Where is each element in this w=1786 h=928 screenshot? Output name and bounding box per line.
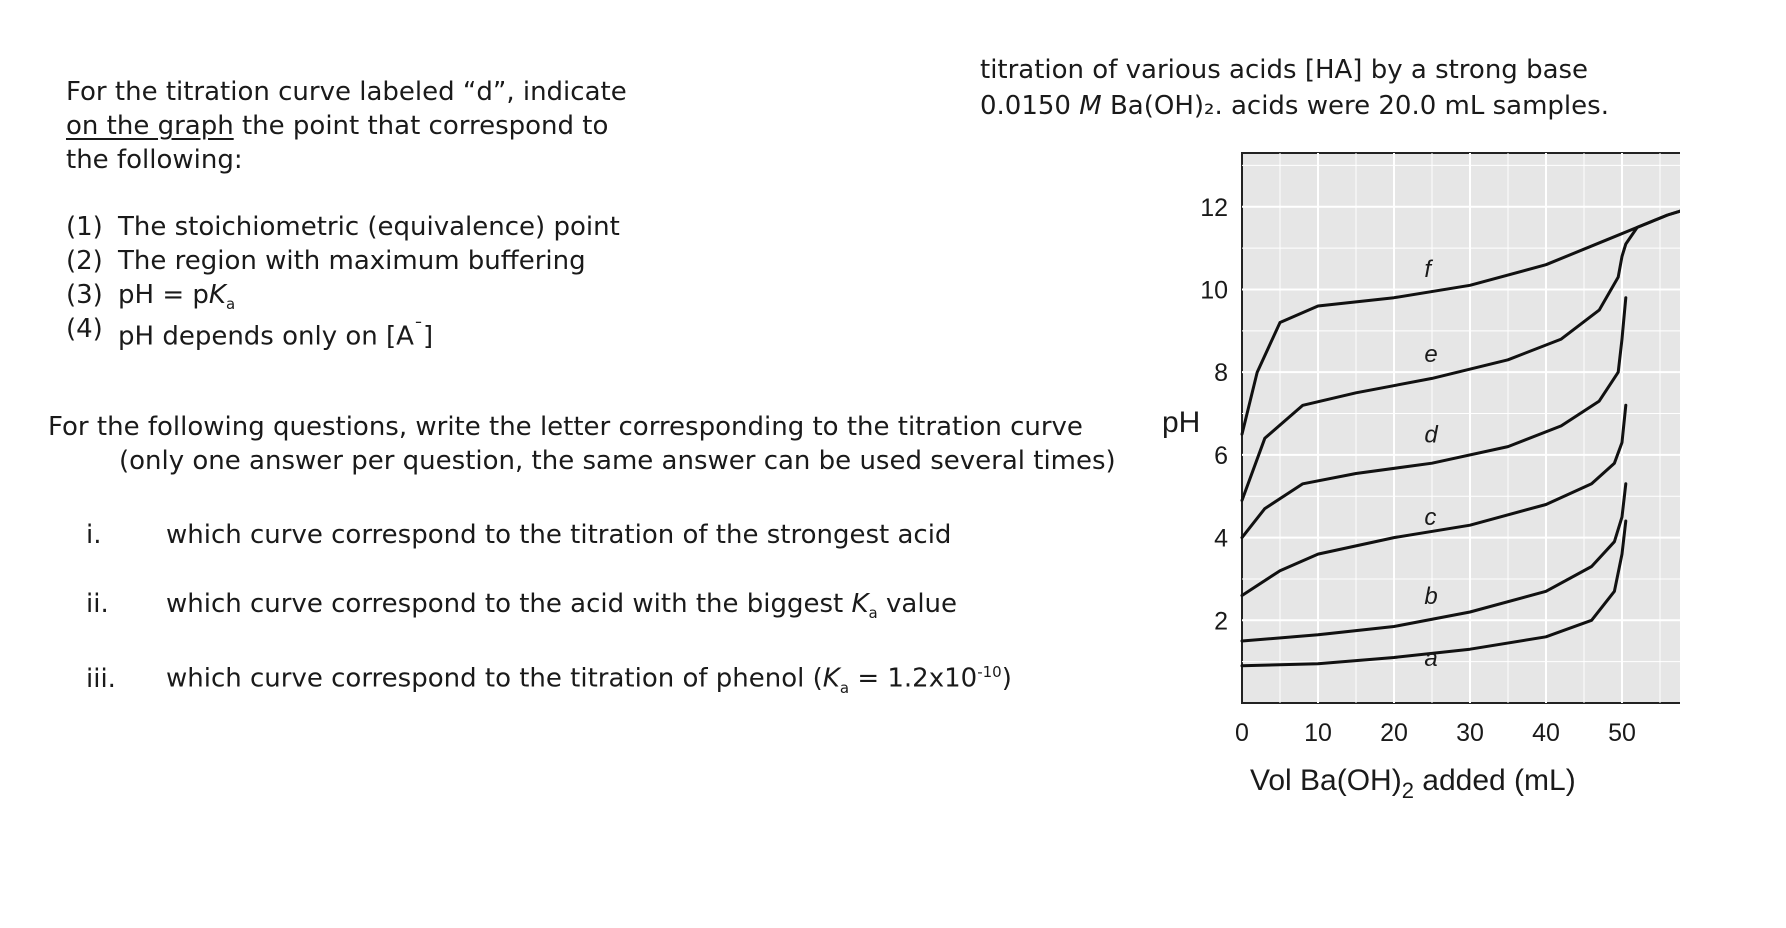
intro-line-1: For the titration curve labeled “d”, ind… xyxy=(66,77,627,107)
y-tick-label: 2 xyxy=(1214,607,1228,635)
titration-curve-f xyxy=(1240,209,1680,436)
curve-label-b: b xyxy=(1424,583,1437,610)
list-item-1: (1) The stoichiometric (equivalence) poi… xyxy=(66,208,620,247)
ka-subscript: a xyxy=(225,295,236,314)
x-axis-label-end: added (mL) xyxy=(1414,764,1576,797)
question-numeral: iii. xyxy=(86,663,116,694)
list-item-4: (4) pH depends only on [A¯] xyxy=(66,310,433,352)
ka-subscript: a xyxy=(868,604,878,623)
instructions-line-1: For the following questions, write the l… xyxy=(48,412,1083,442)
curve-label-f: f xyxy=(1424,256,1433,283)
y-tick-label: 12 xyxy=(1200,194,1228,222)
question-ii: ii. which curve correspond to the acid wi… xyxy=(86,585,957,633)
instructions-line-2: (only one answer per question, the same … xyxy=(119,446,1116,476)
ka-symbol: K xyxy=(208,280,226,310)
ticks: 010203040506024681012 xyxy=(1200,194,1636,747)
x-axis-label-subscript: 2 xyxy=(1402,778,1414,803)
curve-label-e: e xyxy=(1424,341,1437,368)
intro-line-2-rest: the point that correspond to xyxy=(241,111,609,141)
list-item-number: (1) xyxy=(66,212,103,242)
x-tick-label: 10 xyxy=(1304,719,1332,747)
x-tick-label: 0 xyxy=(1235,719,1249,747)
curve-labels: a b c d e f xyxy=(1424,256,1438,672)
question-text: which curve correspond to the acid with … xyxy=(166,589,852,619)
x-tick-label: 20 xyxy=(1380,719,1408,747)
list-item-text: The stoichiometric (equivalence) point xyxy=(118,212,620,242)
question-text-end: value xyxy=(877,589,958,619)
ka-symbol: K xyxy=(822,663,840,694)
list-item-3: (3) pH = pKa xyxy=(66,276,235,315)
y-tick-label: 6 xyxy=(1214,442,1228,470)
ka-subscript: a xyxy=(839,678,850,697)
question-text-end: ) xyxy=(1001,663,1012,694)
question-text-mid: = 1.2x10 xyxy=(849,663,978,694)
curve-label-a: a xyxy=(1424,645,1437,672)
list-item-number: (4) xyxy=(66,314,103,344)
question-numeral: i. xyxy=(86,520,102,550)
y-axis-label: pH xyxy=(1162,406,1200,439)
question-iii: iii. which curve correspond to the titrat… xyxy=(86,653,1012,708)
y-tick-label: 4 xyxy=(1214,525,1228,553)
plot-background xyxy=(1241,152,1680,704)
intro-line-2: on the graph the point that correspond t… xyxy=(66,107,608,146)
x-axis-label-main: Vol Ba(OH) xyxy=(1250,764,1402,797)
exponent: -10 xyxy=(977,663,1002,681)
curve-label-d: d xyxy=(1424,421,1438,448)
y-tick-label: 10 xyxy=(1200,276,1228,304)
list-item-text: pH = p xyxy=(118,280,209,310)
list-item-text: pH depends only on [A xyxy=(118,321,414,352)
header-line-2: 0.0150 M Ba(OH)₂. acids were 20.0 mL sam… xyxy=(980,87,1609,126)
question-text: which curve correspond to the titration … xyxy=(166,663,823,694)
question-numeral: ii. xyxy=(86,589,109,619)
titration-curve-a xyxy=(1240,519,1628,668)
header-line-2-rest: Ba(OH)₂. acids were 20.0 mL samples. xyxy=(1109,91,1609,121)
x-axis-label: Vol Ba(OH)2 added (mL) xyxy=(1250,764,1576,803)
curve-label-c: c xyxy=(1424,504,1436,531)
titration-curve-b xyxy=(1240,482,1628,643)
molarity-unit: M xyxy=(1079,91,1102,121)
curves xyxy=(1240,209,1680,668)
intro-line-3: the following: xyxy=(66,145,243,175)
list-item-2: (2) The region with maximum buffering xyxy=(66,242,586,281)
header-line-1: titration of various acids [HA] by a str… xyxy=(980,55,1589,85)
list-item-text-end: ] xyxy=(422,321,434,352)
anion-bar: ¯ xyxy=(413,319,423,340)
list-item-number: (2) xyxy=(66,246,103,276)
x-tick-label: 40 xyxy=(1532,719,1560,747)
titration-curve-e xyxy=(1240,209,1680,502)
ka-symbol: K xyxy=(851,589,869,619)
question-i: i. which curve correspond to the titratio… xyxy=(86,516,951,555)
grid xyxy=(1242,153,1680,703)
y-tick-label: 8 xyxy=(1214,359,1228,387)
x-tick-label: 30 xyxy=(1456,719,1484,747)
plot-area xyxy=(1241,152,1680,704)
titration-curve-d xyxy=(1240,296,1628,540)
list-item-number: (3) xyxy=(66,280,103,310)
titration-curve-c xyxy=(1240,403,1628,597)
list-item-text: The region with maximum buffering xyxy=(118,246,586,276)
question-text: which curve correspond to the titration … xyxy=(166,520,952,550)
intro-underlined-phrase: on the graph xyxy=(66,111,234,141)
concentration: 0.0150 xyxy=(980,91,1071,121)
x-tick-label: 50 xyxy=(1608,719,1636,747)
